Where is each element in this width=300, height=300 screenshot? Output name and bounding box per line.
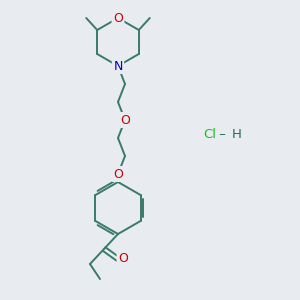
Text: O: O (113, 11, 123, 25)
Text: O: O (120, 113, 130, 127)
Text: Cl: Cl (203, 128, 217, 142)
Text: O: O (113, 167, 123, 181)
Text: O: O (118, 253, 128, 266)
Text: H: H (232, 128, 242, 142)
Text: N: N (113, 59, 123, 73)
Text: –: – (215, 128, 231, 142)
